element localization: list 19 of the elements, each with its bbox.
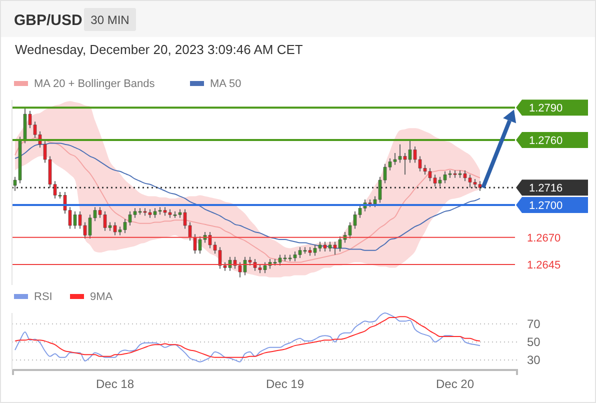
chart-subtitle: Wednesday, December 20, 2023 3:09:46 AM CET — [15, 42, 303, 57]
legend-label: RSI — [34, 291, 52, 303]
y-tick-label: 50 — [527, 334, 541, 349]
chart-title: GBP/USD — [14, 12, 83, 29]
x-tick-label: Dec 19 — [266, 377, 304, 391]
y-tick-label: 1.2716 — [529, 182, 563, 195]
x-tick-label: Dec 20 — [436, 377, 474, 391]
y-tick-label: 1.2700 — [529, 200, 563, 212]
y-tick-label: 30 — [527, 353, 541, 368]
legend-label: 9MA — [90, 291, 114, 303]
y-tick-label: 1.2760 — [529, 135, 563, 148]
y-tick-label: 70 — [527, 316, 541, 331]
y-tick-label: 1.2670 — [527, 232, 561, 244]
x-tick-label: Dec 18 — [96, 377, 134, 391]
y-tick-label: 1.2790 — [529, 102, 563, 115]
legend-label: MA 50 — [210, 78, 242, 90]
legend-label: MA 20 + Bollinger Bands — [34, 78, 156, 90]
y-tick-label: 1.2645 — [527, 259, 561, 272]
text: 30 MIN — [90, 13, 130, 27]
